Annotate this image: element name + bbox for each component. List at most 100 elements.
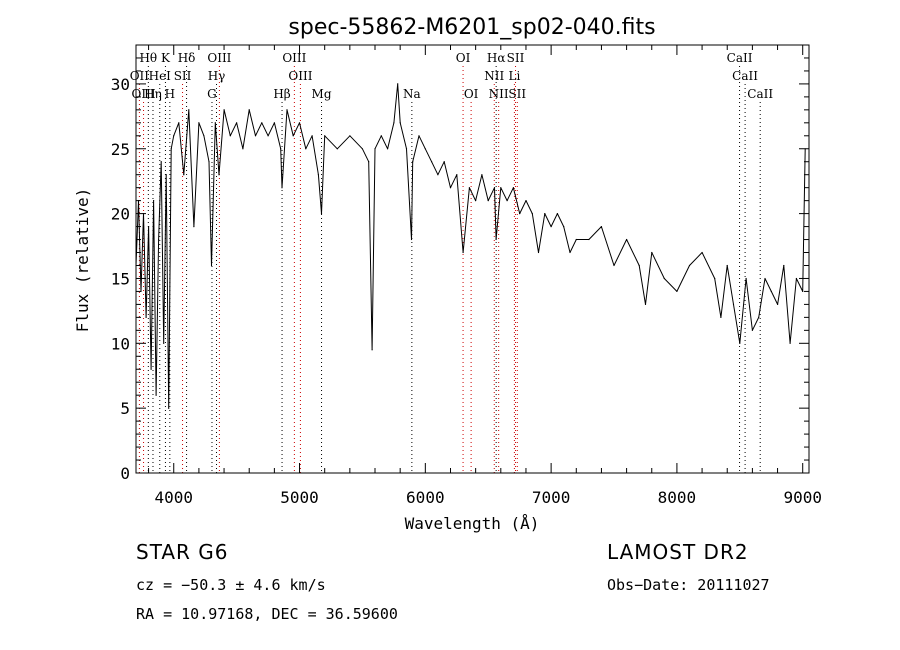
y-tick-label: 30 xyxy=(111,75,130,94)
spectral-line-label: H xyxy=(165,87,175,101)
x-tick-label: 4000 xyxy=(154,488,193,507)
flux-point xyxy=(789,342,791,344)
flux-point xyxy=(155,394,157,396)
spectral-line-label: OIII xyxy=(132,87,156,101)
x-tick-label: 6000 xyxy=(406,488,445,507)
y-axis-ticks: 0 5 10 15 20 25 30 xyxy=(111,44,809,483)
spectral-line-label: Mg xyxy=(312,87,332,101)
flux-point xyxy=(506,200,508,202)
flux-point xyxy=(437,174,439,176)
spectral-line-label: Na xyxy=(403,87,421,101)
y-tick-label: 5 xyxy=(120,399,130,418)
spectral-line-label: HeI xyxy=(149,69,172,83)
flux-point xyxy=(613,264,615,267)
flux-point xyxy=(745,277,747,280)
ra-dec-coordinates: RA = 10.97168, DEC = 36.59600 xyxy=(136,605,398,623)
y-tick-label: 0 xyxy=(120,464,130,483)
flux-point xyxy=(500,187,502,189)
flux-point xyxy=(158,238,160,241)
flux-point xyxy=(651,251,653,254)
flux-point xyxy=(165,174,167,176)
flux-point xyxy=(387,148,389,150)
spectral-line-label: SII xyxy=(174,69,192,83)
flux-point xyxy=(368,161,370,163)
object-class: STAR G6 xyxy=(136,540,229,564)
flux-point xyxy=(412,161,414,163)
flux-point xyxy=(588,238,590,241)
flux-point xyxy=(468,187,470,189)
spectral-line-label: Hα xyxy=(487,51,506,65)
flux-point xyxy=(203,135,205,137)
spectral-line-label: CaII xyxy=(727,51,753,65)
flux-point xyxy=(701,251,703,254)
flux-point xyxy=(229,135,231,137)
flux-point xyxy=(475,200,477,202)
flux-point xyxy=(145,316,147,318)
flux-point xyxy=(418,135,420,137)
observation-date: Obs−Date: 20111027 xyxy=(607,576,770,594)
flux-point xyxy=(198,122,200,124)
flux-point xyxy=(371,349,373,351)
y-tick-label: 20 xyxy=(111,205,130,224)
flux-point xyxy=(236,122,238,124)
chart-title: spec-55862-M6201_sp02-040.fits xyxy=(288,15,655,40)
flux-point xyxy=(173,135,175,137)
flux-point xyxy=(802,290,804,292)
flux-point xyxy=(732,303,735,305)
flux-point xyxy=(714,277,716,280)
flux-point xyxy=(248,109,250,111)
flux-point xyxy=(281,187,283,189)
flux-point xyxy=(764,277,766,280)
flux-point xyxy=(575,238,577,241)
flux-point xyxy=(148,226,150,228)
flux-point xyxy=(218,174,220,176)
x-axis-ticks: 4000 5000 6000 7000 8000 9000 xyxy=(148,45,822,507)
flux-point xyxy=(261,122,263,124)
x-axis-label: Wavelength (Å) xyxy=(405,514,540,533)
flux-point xyxy=(783,264,785,267)
spectral-line-label: Hη xyxy=(144,87,162,101)
flux-point xyxy=(449,187,452,189)
spectral-line-label: OI xyxy=(456,51,471,65)
flux-point xyxy=(531,213,533,215)
flux-point xyxy=(751,329,754,331)
spectral-line-markers xyxy=(138,66,761,473)
flux-point xyxy=(163,342,165,344)
flux-point xyxy=(292,135,294,137)
flux-point xyxy=(210,264,213,267)
flux-point xyxy=(317,174,319,176)
x-tick-label: 8000 xyxy=(658,488,697,507)
flux-point xyxy=(638,264,640,267)
flux-point xyxy=(525,200,527,202)
flux-point xyxy=(208,161,210,163)
flux-point xyxy=(537,251,540,254)
flux-point xyxy=(626,238,628,241)
flux-point xyxy=(273,122,275,124)
flux-point xyxy=(170,148,172,150)
spectral-line-label: Hβ xyxy=(273,87,290,101)
flux-point xyxy=(150,368,152,370)
flux-point xyxy=(223,109,225,111)
y-axis-label: Flux (relative) xyxy=(73,188,92,333)
flux-point xyxy=(286,109,288,111)
flux-point xyxy=(495,238,497,241)
spectral-line-label: OII xyxy=(130,69,150,83)
flux-point xyxy=(153,200,155,202)
flux-point xyxy=(397,83,399,85)
spectral-line-label: SII xyxy=(508,87,526,101)
flux-point xyxy=(361,148,363,150)
flux-point xyxy=(600,226,603,228)
flux-point xyxy=(168,407,170,409)
flux-point xyxy=(188,109,190,111)
survey-name: LAMOST DR2 xyxy=(607,540,749,564)
spectral-line-label: CaII xyxy=(747,87,773,101)
flux-point xyxy=(242,148,244,150)
flux-point xyxy=(298,122,301,124)
flux-point xyxy=(443,161,445,163)
flux-point xyxy=(462,251,464,254)
flux-point xyxy=(349,135,351,137)
flux-point xyxy=(374,148,376,150)
flux-point xyxy=(393,122,395,124)
spectral-line-label: Li xyxy=(508,69,520,83)
